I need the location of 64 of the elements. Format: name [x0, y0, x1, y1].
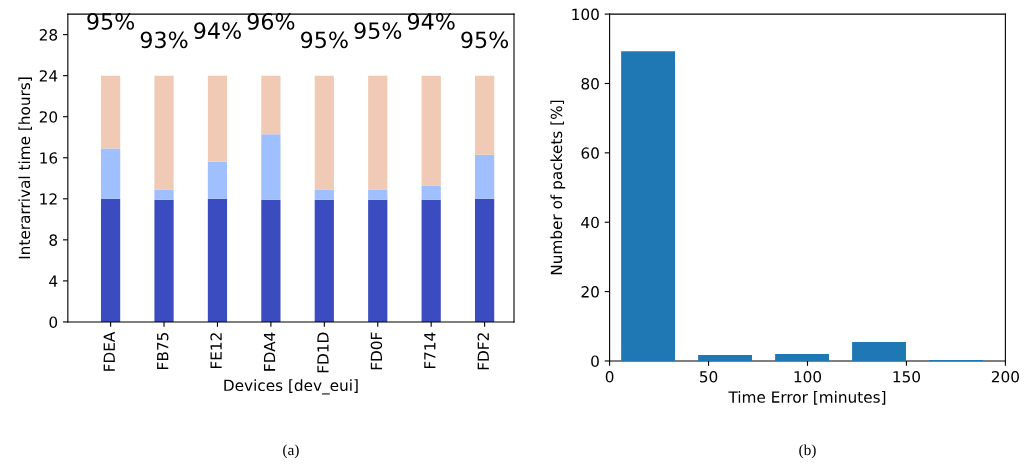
bar	[261, 134, 281, 200]
x-tick-label: FD0F	[370, 332, 383, 370]
y-tick-label: 16	[40, 152, 58, 164]
x-tick-label: 50	[700, 370, 718, 383]
x-tick-label: F714	[424, 332, 436, 369]
bar	[475, 198, 495, 322]
y-axis-title: Number of packets [%]	[550, 100, 566, 275]
y-axis-title: Interarrival time [hours]	[18, 77, 32, 259]
bar	[154, 189, 174, 200]
y-tick-label: 60	[581, 147, 599, 159]
y-tick-label: 0	[49, 316, 58, 328]
y-tick-label: 24	[39, 70, 58, 82]
x-tick-label: 0	[605, 370, 614, 383]
x-tick-label: FDF2	[477, 333, 489, 370]
y-tick-label: 4	[49, 275, 58, 287]
y-tick-label: 28	[39, 29, 58, 41]
bar	[314, 75, 334, 190]
bar	[314, 189, 334, 200]
bar	[368, 75, 388, 190]
bar	[314, 199, 334, 322]
annotation: 93%	[140, 31, 188, 49]
x-tick-label: 150	[893, 370, 920, 383]
y-tick-label: 20	[581, 286, 599, 298]
bar	[421, 75, 441, 186]
bar	[207, 75, 228, 162]
bar	[154, 199, 174, 322]
x-tick-label: FDA4	[263, 332, 276, 371]
bar	[100, 148, 121, 199]
annotation: 94%	[407, 13, 455, 30]
bar	[207, 161, 228, 199]
y-tick-label: 8	[49, 234, 58, 246]
bar	[421, 199, 441, 322]
x-tick-label: FE12	[210, 333, 222, 369]
annotation: 95%	[354, 22, 402, 40]
bar	[368, 199, 388, 322]
annotation: 95%	[461, 31, 509, 49]
annotation: 94%	[194, 22, 241, 40]
x-tick-label: 100	[794, 370, 822, 383]
x-axis-title: Devices [dev_eui]	[224, 379, 358, 395]
bar	[100, 198, 121, 322]
annotation: 95%	[301, 31, 348, 49]
y-tick-label: 40	[581, 216, 599, 229]
y-tick-label: 12	[40, 193, 57, 205]
y-tick-label: 20	[39, 111, 58, 123]
bar	[261, 75, 281, 135]
bar	[368, 189, 388, 200]
x-tick-label: FB75	[157, 333, 169, 369]
bar	[475, 75, 495, 155]
text: (a)	[283, 444, 299, 459]
y-tick-label: 100	[572, 8, 599, 21]
bar	[421, 185, 441, 200]
text: (b)	[799, 444, 816, 459]
bar	[100, 75, 121, 149]
bar	[154, 75, 174, 190]
x-tick-label: FD1D	[317, 332, 329, 373]
x-tick-label: FDEA	[103, 331, 115, 371]
x-axis-title: Time Error [minutes]	[728, 391, 886, 405]
annotation: 95%	[87, 13, 135, 30]
bar	[261, 199, 281, 322]
bar	[475, 154, 495, 199]
bar	[207, 198, 228, 322]
annotation: 96%	[247, 13, 295, 30]
x-tick-label: 200	[991, 370, 1019, 383]
y-tick-label: 80	[581, 77, 599, 90]
